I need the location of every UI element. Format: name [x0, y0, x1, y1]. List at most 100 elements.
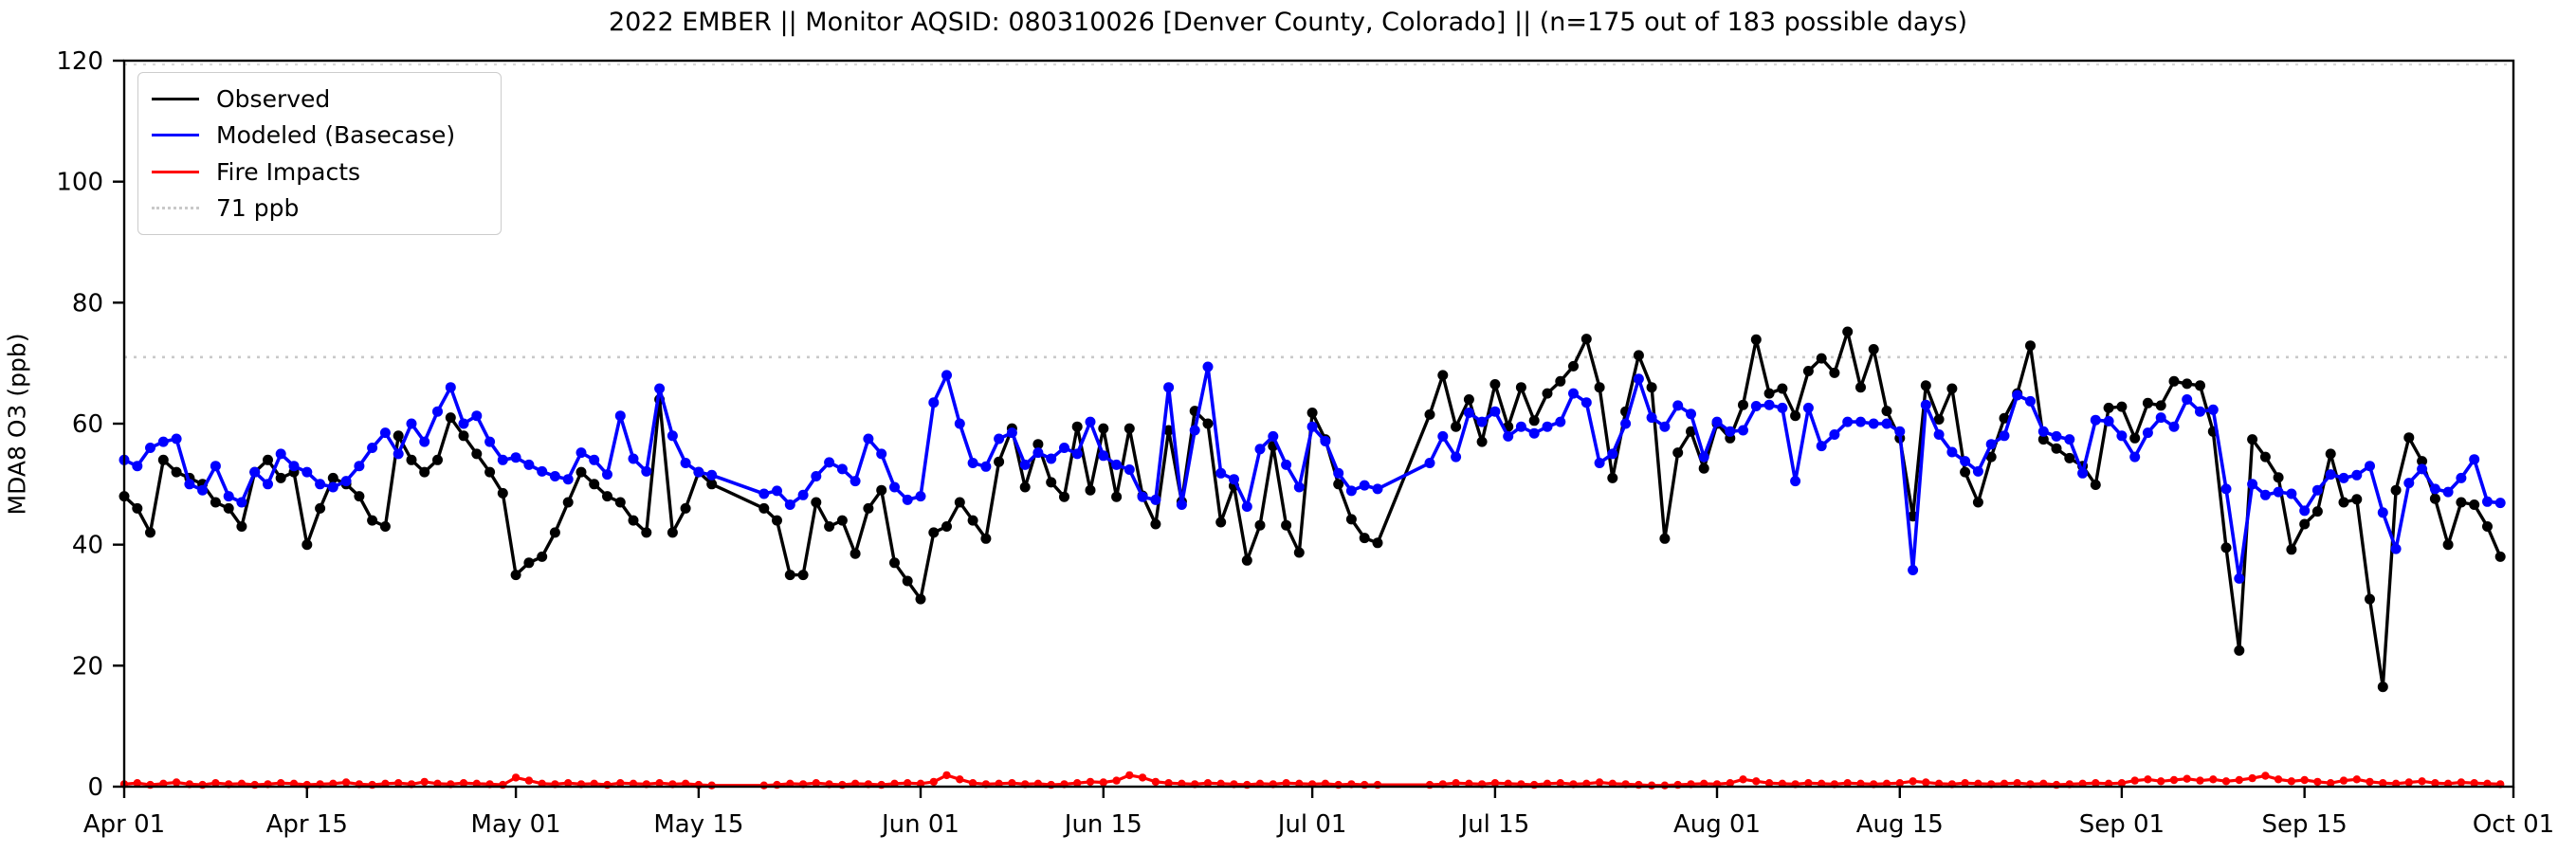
x-tick-label: May 01: [471, 810, 561, 839]
data-point: [1085, 484, 1096, 496]
data-point: [1111, 491, 1123, 502]
data-point: [2311, 484, 2323, 496]
data-point: [902, 575, 913, 587]
data-point: [1816, 441, 1827, 452]
data-point: [1790, 410, 1801, 422]
data-point: [1829, 429, 1840, 440]
data-point: [902, 494, 913, 505]
data-point: [967, 515, 978, 526]
data-point: [1855, 382, 1866, 393]
data-point: [1660, 781, 1670, 789]
legend-label: 71 ppb: [216, 194, 300, 223]
data-point: [2117, 779, 2127, 788]
data-point: [2417, 463, 2428, 475]
data-point: [2116, 401, 2128, 412]
data-point: [602, 491, 612, 502]
data-point: [1568, 360, 1579, 372]
x-tick-label: May 15: [653, 810, 743, 839]
data-point: [223, 491, 234, 502]
data-point: [1306, 408, 1318, 418]
data-point: [2274, 775, 2283, 784]
data-point: [2051, 430, 2062, 442]
data-point: [1920, 399, 1931, 410]
data-point: [1333, 467, 1344, 479]
data-point: [445, 412, 456, 424]
data-point: [2209, 775, 2218, 784]
data-point: [2273, 472, 2284, 483]
data-point: [1241, 501, 1252, 512]
data-point: [1372, 483, 1383, 495]
data-point: [1868, 344, 1879, 354]
data-point: [1842, 416, 1854, 427]
data-point: [1463, 394, 1474, 405]
data-point: [1281, 519, 1292, 531]
data-point: [1804, 779, 1813, 788]
data-point: [1019, 459, 1031, 470]
data-point: [301, 466, 313, 478]
series-line-observed: [122, 330, 2502, 689]
data-point: [2261, 771, 2270, 780]
data-point: [367, 515, 378, 526]
data-point: [1946, 383, 1958, 394]
data-point: [1293, 547, 1305, 558]
data-point: [2182, 394, 2193, 405]
data-point: [2482, 496, 2493, 507]
data-point: [759, 781, 768, 789]
data-point: [419, 436, 430, 447]
data-point: [784, 499, 795, 510]
data-point: [667, 430, 678, 442]
data-point: [1698, 463, 1709, 474]
data-point: [1920, 380, 1931, 391]
data-point: [1098, 423, 1109, 434]
data-point: [432, 454, 443, 465]
data-point: [967, 458, 978, 468]
data-point: [1659, 421, 1671, 432]
data-point: [1124, 464, 1135, 475]
data-point: [1490, 779, 1500, 788]
x-tick-label: Jul 01: [1276, 810, 1347, 839]
data-point: [1556, 779, 1565, 788]
data-point: [1985, 451, 1997, 463]
data-point: [2013, 779, 2021, 788]
data-point: [1580, 397, 1592, 408]
data-point: [459, 779, 468, 788]
data-point: [2234, 572, 2245, 584]
data-point: [406, 418, 417, 429]
data-point: [537, 465, 548, 477]
data-point: [393, 430, 404, 442]
data-point: [876, 448, 887, 460]
data-point: [2037, 434, 2049, 445]
data-point: [1150, 494, 1161, 505]
data-point: [1176, 499, 1187, 510]
data-point: [811, 497, 822, 508]
data-point: [1489, 379, 1501, 390]
data-point: [1933, 429, 1945, 440]
data-point: [1764, 779, 1774, 788]
data-point: [210, 461, 221, 472]
data-point: [1046, 453, 1057, 464]
data-point: [1777, 383, 1788, 394]
data-point: [379, 521, 391, 532]
data-point: [1164, 779, 1173, 788]
data-point: [1908, 565, 1919, 575]
data-point: [1542, 388, 1553, 399]
data-point: [1424, 408, 1435, 420]
data-point: [2429, 493, 2440, 504]
x-tick-label: Sep 15: [2261, 810, 2347, 839]
x-tick-label: Jun 01: [880, 810, 959, 839]
data-point: [524, 776, 534, 785]
data-point: [223, 502, 234, 514]
data-point: [2157, 777, 2165, 786]
data-point: [393, 448, 404, 460]
data-point: [484, 466, 496, 478]
data-point: [1686, 426, 1696, 437]
data-point: [1607, 448, 1618, 460]
data-point: [2051, 443, 2062, 454]
data-point: [1922, 778, 1930, 787]
data-point: [2470, 779, 2478, 788]
data-point: [432, 406, 443, 417]
data-point: [824, 521, 835, 532]
data-point: [1698, 451, 1709, 463]
data-point: [2403, 478, 2415, 489]
data-point: [2220, 483, 2232, 495]
